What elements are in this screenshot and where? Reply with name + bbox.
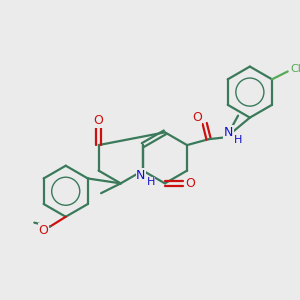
Text: N: N (136, 169, 146, 182)
Text: O: O (94, 114, 103, 127)
Text: H: H (234, 135, 242, 145)
Text: O: O (192, 111, 202, 124)
Text: H: H (146, 177, 155, 188)
Text: N: N (224, 126, 233, 139)
Text: O: O (185, 177, 195, 190)
Text: Cl: Cl (290, 64, 300, 74)
Text: O: O (38, 224, 48, 237)
